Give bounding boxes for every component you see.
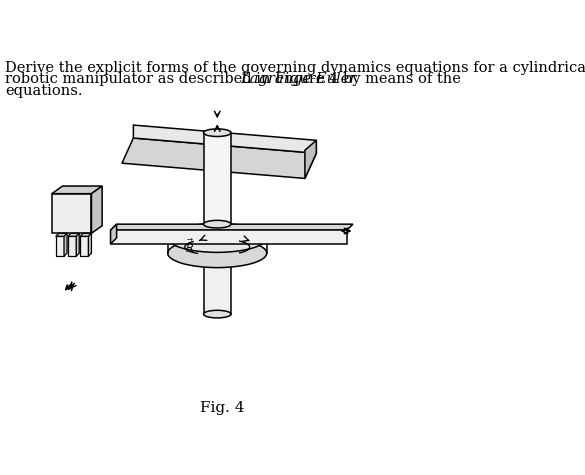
Polygon shape: [64, 233, 67, 256]
Polygon shape: [68, 237, 76, 256]
Polygon shape: [91, 186, 102, 233]
Polygon shape: [56, 237, 64, 256]
Polygon shape: [68, 233, 80, 237]
Text: Derive the explicit forms of the governing dynamics equations for a cylindrical: Derive the explicit forms of the governi…: [5, 61, 585, 75]
Polygon shape: [80, 237, 88, 256]
Text: $\vec{R}$: $\vec{R}$: [185, 238, 194, 256]
Text: equations.: equations.: [5, 84, 83, 98]
Polygon shape: [111, 224, 116, 244]
Polygon shape: [52, 194, 91, 233]
Polygon shape: [122, 138, 316, 179]
Polygon shape: [111, 230, 347, 244]
Text: Fig. 4: Fig. 4: [200, 401, 245, 415]
Polygon shape: [133, 125, 316, 153]
Polygon shape: [56, 233, 67, 237]
Polygon shape: [80, 233, 91, 237]
Ellipse shape: [204, 249, 231, 257]
Polygon shape: [305, 140, 316, 179]
Ellipse shape: [168, 223, 267, 252]
Text: Lagrange-Euler: Lagrange-Euler: [240, 73, 356, 86]
Text: robotic manipulator as described in Figure 4 by means of the: robotic manipulator as described in Figu…: [5, 73, 466, 86]
Ellipse shape: [204, 220, 231, 228]
Polygon shape: [76, 233, 80, 256]
Polygon shape: [204, 253, 231, 314]
Polygon shape: [52, 186, 102, 194]
Polygon shape: [88, 233, 91, 256]
Polygon shape: [204, 133, 231, 224]
Ellipse shape: [168, 238, 267, 267]
Ellipse shape: [204, 310, 231, 318]
Ellipse shape: [204, 129, 231, 136]
Polygon shape: [111, 224, 353, 230]
